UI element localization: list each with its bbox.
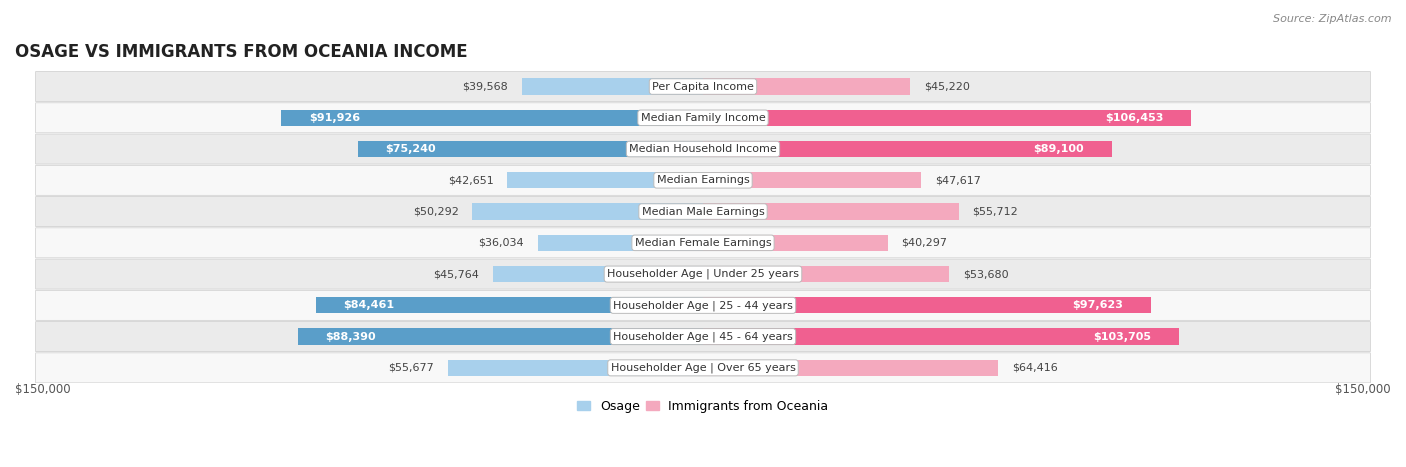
Text: Median Family Income: Median Family Income: [641, 113, 765, 123]
Text: Median Earnings: Median Earnings: [657, 175, 749, 185]
Text: $75,240: $75,240: [385, 144, 436, 154]
Bar: [703, 266, 949, 282]
Text: $36,034: $36,034: [478, 238, 524, 248]
Text: Householder Age | Over 65 years: Householder Age | Over 65 years: [610, 362, 796, 373]
Bar: [703, 235, 887, 251]
Bar: [315, 297, 703, 313]
Text: Per Capita Income: Per Capita Income: [652, 82, 754, 92]
Text: Median Male Earnings: Median Male Earnings: [641, 206, 765, 217]
Text: $42,651: $42,651: [449, 175, 494, 185]
FancyBboxPatch shape: [35, 259, 1371, 289]
Text: Median Female Earnings: Median Female Earnings: [634, 238, 772, 248]
Bar: [703, 110, 1191, 126]
Bar: [703, 78, 911, 95]
Text: $150,000: $150,000: [15, 383, 70, 396]
Bar: [703, 360, 998, 376]
Text: Householder Age | 25 - 44 years: Householder Age | 25 - 44 years: [613, 300, 793, 311]
Bar: [703, 172, 921, 189]
FancyBboxPatch shape: [35, 103, 1371, 133]
Legend: Osage, Immigrants from Oceania: Osage, Immigrants from Oceania: [572, 395, 834, 418]
Bar: [703, 297, 1150, 313]
Text: $45,764: $45,764: [433, 269, 479, 279]
Bar: [359, 141, 703, 157]
Bar: [281, 110, 703, 126]
Text: $91,926: $91,926: [309, 113, 360, 123]
Text: $150,000: $150,000: [1336, 383, 1391, 396]
FancyBboxPatch shape: [35, 353, 1371, 383]
Text: $53,680: $53,680: [963, 269, 1008, 279]
Text: OSAGE VS IMMIGRANTS FROM OCEANIA INCOME: OSAGE VS IMMIGRANTS FROM OCEANIA INCOME: [15, 43, 468, 61]
FancyBboxPatch shape: [35, 165, 1371, 195]
Bar: [447, 360, 703, 376]
Bar: [494, 266, 703, 282]
Text: Median Household Income: Median Household Income: [628, 144, 778, 154]
Text: $89,100: $89,100: [1033, 144, 1084, 154]
Text: $47,617: $47,617: [935, 175, 981, 185]
Text: $39,568: $39,568: [463, 82, 508, 92]
Bar: [703, 328, 1178, 345]
Bar: [537, 235, 703, 251]
Text: Source: ZipAtlas.com: Source: ZipAtlas.com: [1274, 14, 1392, 24]
Bar: [508, 172, 703, 189]
Bar: [703, 141, 1112, 157]
FancyBboxPatch shape: [35, 71, 1371, 101]
Text: $40,297: $40,297: [901, 238, 948, 248]
FancyBboxPatch shape: [35, 228, 1371, 258]
Text: $103,705: $103,705: [1092, 332, 1152, 341]
Text: $45,220: $45,220: [924, 82, 970, 92]
Text: Householder Age | Under 25 years: Householder Age | Under 25 years: [607, 269, 799, 279]
FancyBboxPatch shape: [35, 197, 1371, 226]
Text: $55,712: $55,712: [973, 206, 1018, 217]
FancyBboxPatch shape: [35, 322, 1371, 352]
Text: $50,292: $50,292: [413, 206, 458, 217]
Text: $106,453: $106,453: [1105, 113, 1164, 123]
Bar: [703, 204, 959, 219]
Text: $97,623: $97,623: [1073, 300, 1123, 311]
Text: $88,390: $88,390: [325, 332, 375, 341]
Text: Householder Age | 45 - 64 years: Householder Age | 45 - 64 years: [613, 332, 793, 342]
Bar: [472, 204, 703, 219]
Text: $84,461: $84,461: [343, 300, 394, 311]
FancyBboxPatch shape: [35, 290, 1371, 320]
Bar: [298, 328, 703, 345]
Text: $55,677: $55,677: [388, 363, 434, 373]
Bar: [522, 78, 703, 95]
Text: $64,416: $64,416: [1012, 363, 1057, 373]
FancyBboxPatch shape: [35, 134, 1371, 164]
